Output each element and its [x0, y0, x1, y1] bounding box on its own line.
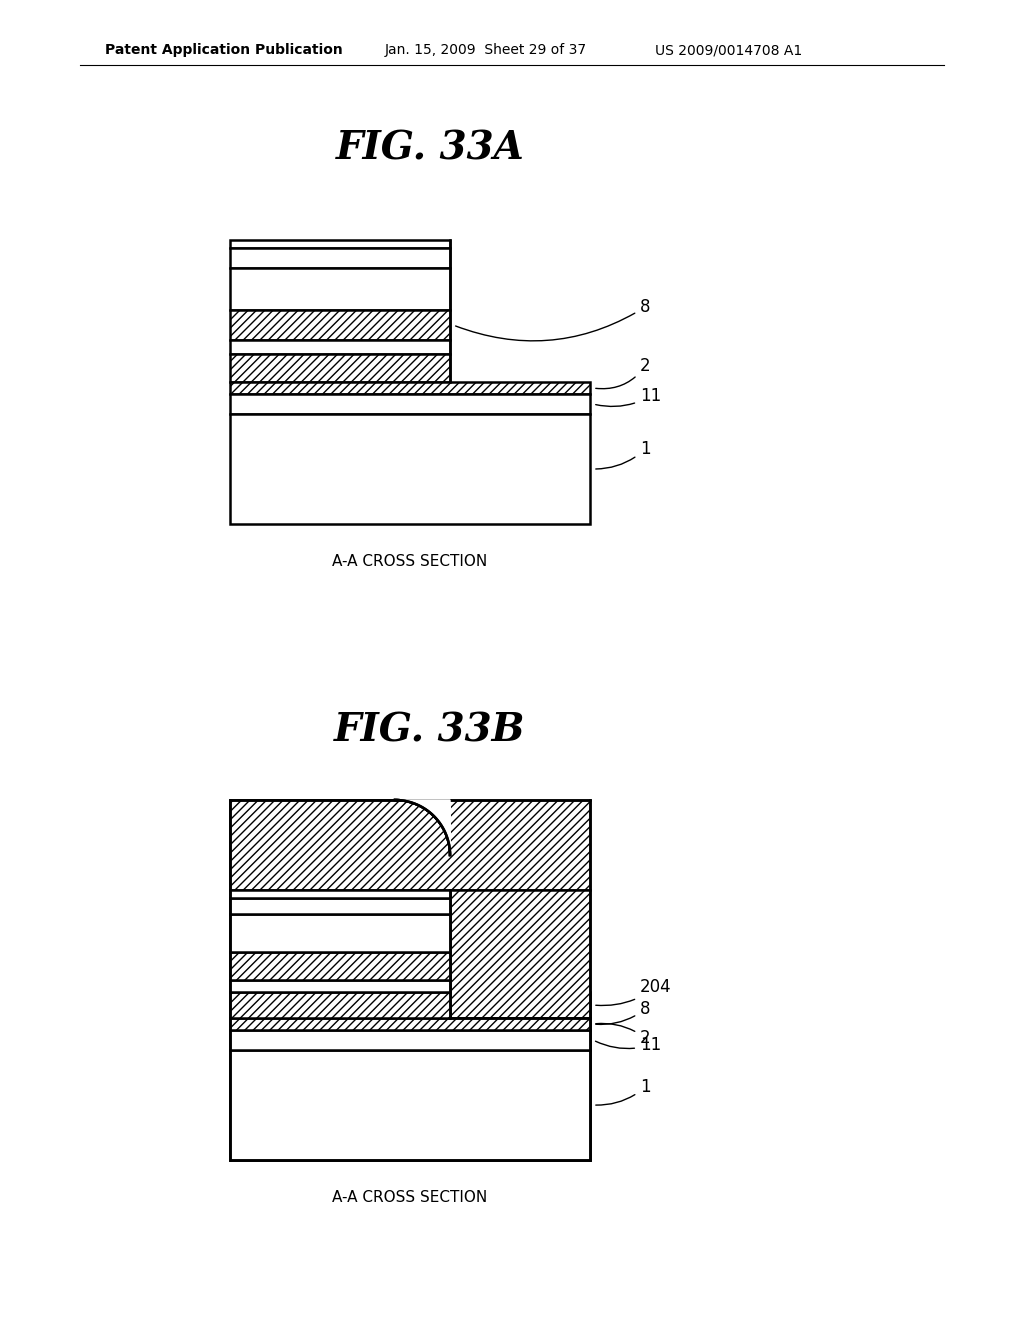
Polygon shape: [395, 800, 450, 855]
Bar: [230, 979, 450, 993]
Bar: [230, 913, 450, 952]
Bar: [230, 993, 450, 1018]
Bar: [230, 913, 450, 952]
Text: Patent Application Publication: Patent Application Publication: [105, 44, 343, 57]
Bar: [450, 890, 590, 1018]
Polygon shape: [395, 800, 450, 855]
Bar: [230, 414, 590, 524]
Bar: [230, 979, 450, 993]
Bar: [230, 890, 450, 898]
Text: 204: 204: [596, 978, 672, 1006]
Bar: [230, 898, 450, 913]
Text: 2: 2: [596, 356, 650, 388]
Bar: [230, 993, 450, 1018]
Text: FIG. 33B: FIG. 33B: [334, 711, 525, 748]
Text: 1: 1: [596, 440, 650, 469]
Text: FIG. 33A: FIG. 33A: [336, 129, 524, 168]
Text: 8: 8: [596, 1001, 650, 1024]
Bar: [230, 240, 450, 248]
Polygon shape: [395, 800, 450, 855]
Text: A-A CROSS SECTION: A-A CROSS SECTION: [333, 554, 487, 569]
Bar: [230, 800, 450, 890]
Bar: [230, 310, 450, 341]
Text: 8: 8: [456, 298, 650, 341]
Bar: [230, 1030, 590, 1049]
Bar: [230, 381, 590, 393]
Bar: [230, 393, 590, 414]
Text: 11: 11: [596, 387, 662, 407]
Bar: [230, 800, 590, 890]
Bar: [230, 1018, 590, 1030]
Bar: [450, 993, 590, 1018]
Bar: [230, 1049, 590, 1160]
Text: US 2009/0014708 A1: US 2009/0014708 A1: [655, 44, 802, 57]
Bar: [230, 268, 450, 310]
Bar: [230, 1030, 590, 1049]
Bar: [230, 952, 450, 979]
Bar: [230, 1049, 590, 1160]
Text: 1: 1: [596, 1078, 650, 1105]
Text: 11: 11: [596, 1036, 662, 1053]
Bar: [230, 1018, 590, 1030]
Bar: [230, 898, 450, 913]
Text: 2: 2: [596, 1023, 650, 1047]
Bar: [230, 354, 450, 381]
Bar: [230, 890, 450, 898]
Text: A-A CROSS SECTION: A-A CROSS SECTION: [333, 1191, 487, 1205]
Text: Jan. 15, 2009  Sheet 29 of 37: Jan. 15, 2009 Sheet 29 of 37: [385, 44, 587, 57]
Bar: [230, 952, 450, 979]
Bar: [230, 341, 450, 354]
Bar: [230, 248, 450, 268]
